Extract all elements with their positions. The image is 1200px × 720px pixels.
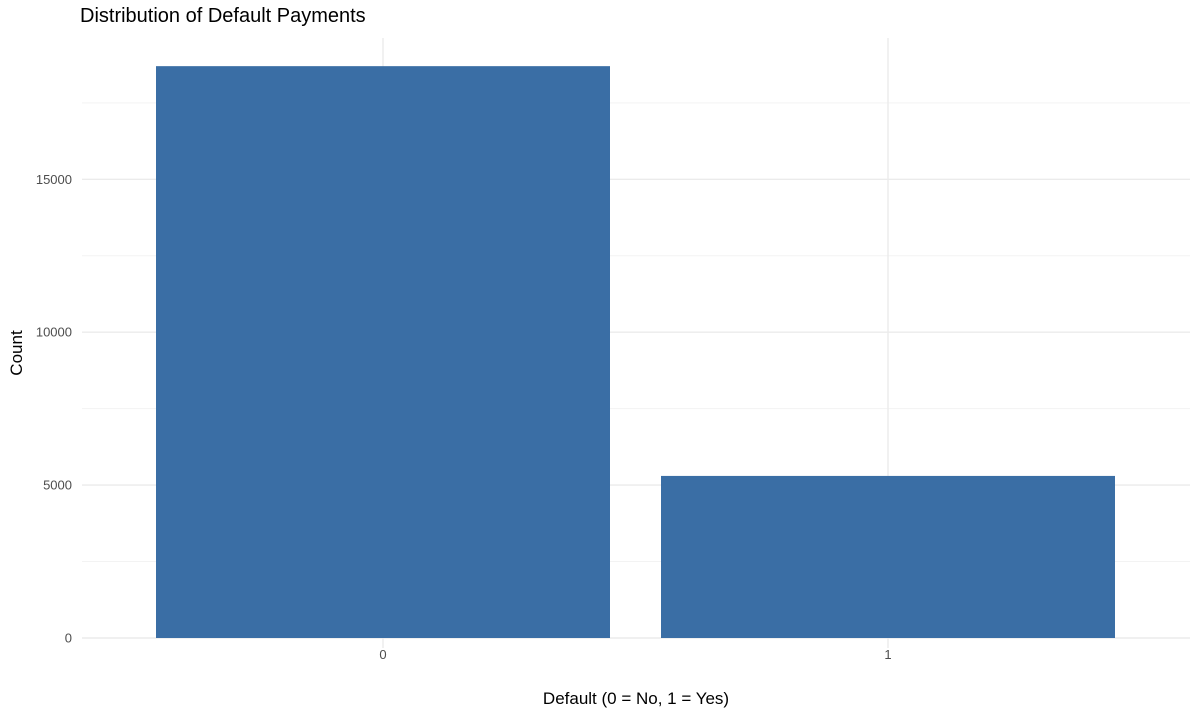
y-tick-label: 15000 xyxy=(36,172,72,187)
chart-title: Distribution of Default Payments xyxy=(80,5,366,27)
bar-0 xyxy=(156,66,610,639)
y-tick-label: 10000 xyxy=(36,325,72,340)
x-axis-title: Default (0 = No, 1 = Yes) xyxy=(542,689,730,708)
y-tick-label: 5000 xyxy=(43,478,72,493)
bar-1 xyxy=(661,475,1115,638)
x-tick-label: 0 xyxy=(379,647,386,662)
x-tick-label: 1 xyxy=(884,647,891,662)
y-tick-label: 0 xyxy=(65,631,72,646)
